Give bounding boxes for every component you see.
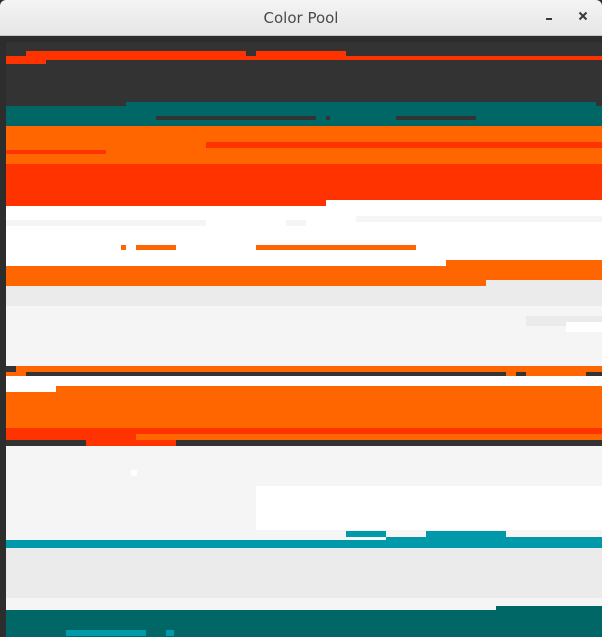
color-strip — [6, 266, 602, 286]
color-strip — [6, 316, 396, 326]
color-strip — [486, 280, 602, 286]
color-strip — [136, 245, 176, 250]
color-strip — [6, 56, 602, 60]
color-strip — [256, 245, 416, 250]
color-strip — [396, 116, 476, 120]
color-strip — [6, 598, 602, 610]
color-strip — [126, 102, 596, 108]
title-bar[interactable]: Color Pool — [0, 0, 602, 36]
color-strip — [6, 126, 602, 142]
color-strip — [356, 216, 602, 222]
color-strip — [6, 220, 206, 226]
color-pool-canvas[interactable] — [6, 42, 602, 637]
color-strip — [6, 540, 602, 548]
color-strip — [6, 150, 106, 154]
color-strip — [66, 630, 146, 636]
window-frame — [0, 36, 6, 637]
color-strip — [6, 434, 136, 440]
color-strip — [506, 370, 516, 376]
color-strip — [326, 200, 602, 206]
color-strip — [6, 206, 602, 266]
color-strip — [256, 486, 602, 530]
color-strip — [346, 531, 386, 537]
color-strip — [426, 531, 506, 537]
color-strip — [26, 380, 56, 386]
close-icon — [578, 11, 588, 21]
minimize-button[interactable] — [539, 8, 559, 28]
color-strip — [6, 306, 602, 366]
color-strip — [246, 148, 542, 154]
color-strip — [181, 630, 602, 636]
color-strip — [136, 434, 602, 440]
window-title: Color Pool — [263, 9, 339, 27]
color-strip — [6, 60, 46, 64]
color-strip — [121, 245, 126, 250]
color-strip — [6, 286, 602, 306]
color-strip — [6, 428, 602, 434]
color-strip — [6, 548, 602, 598]
color-strip — [256, 51, 346, 56]
color-strip — [86, 440, 176, 446]
color-strip — [446, 260, 602, 266]
color-strip — [526, 370, 586, 376]
color-strip — [156, 116, 316, 120]
color-strip — [206, 142, 602, 150]
color-strip — [131, 470, 137, 476]
color-strip — [286, 220, 306, 226]
color-strip — [16, 366, 602, 372]
close-button[interactable] — [573, 8, 593, 28]
color-strip — [6, 530, 602, 540]
color-strip — [166, 630, 174, 636]
color-strip — [6, 164, 602, 206]
color-strip — [526, 316, 602, 326]
color-strip — [6, 376, 602, 386]
color-strip — [6, 260, 446, 266]
color-strip — [6, 386, 56, 392]
color-strip — [326, 116, 330, 120]
color-strip — [6, 386, 602, 428]
color-strip — [566, 322, 602, 332]
minimize-icon — [546, 18, 552, 20]
color-strip — [26, 51, 246, 56]
